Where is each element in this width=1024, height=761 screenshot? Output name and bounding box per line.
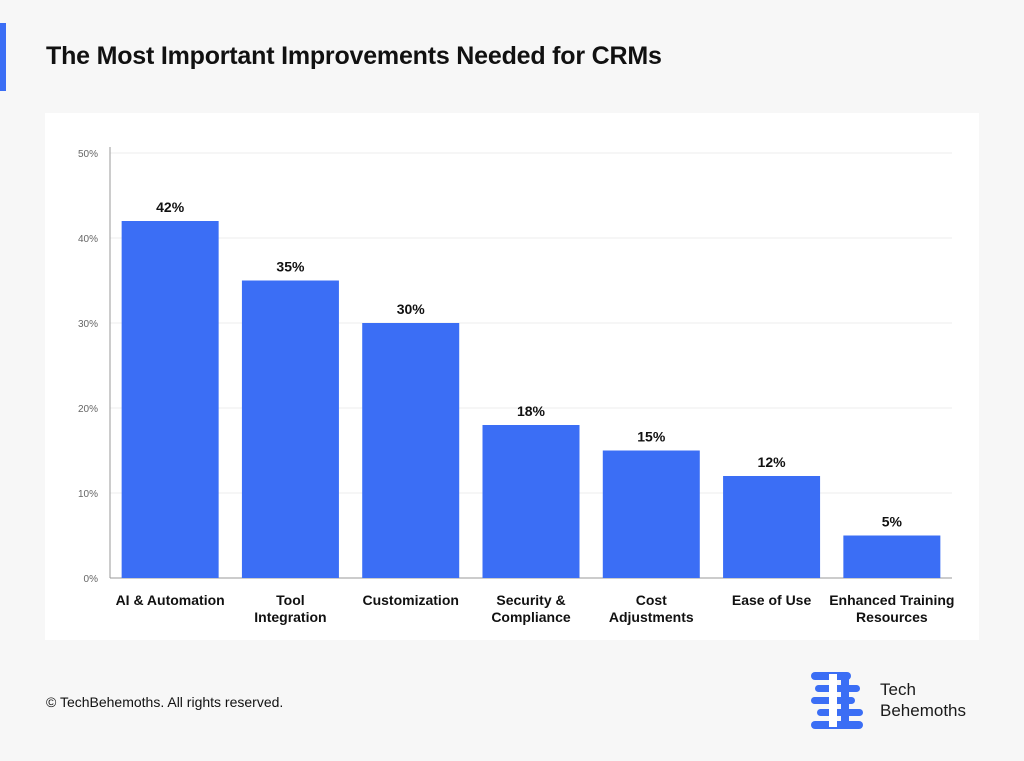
bar	[121, 221, 219, 578]
bar	[362, 323, 460, 578]
brand-name: Tech Behemoths	[880, 679, 966, 721]
y-tick-label: 40%	[78, 234, 98, 245]
data-label: 5%	[882, 514, 903, 530]
x-tick-label: Enhanced Training	[829, 592, 954, 608]
x-tick-label: Integration	[254, 609, 326, 625]
page-title: The Most Important Improvements Needed f…	[46, 42, 662, 70]
brand-name-line2: Behemoths	[880, 701, 966, 720]
x-tick-label: Security &	[496, 592, 565, 608]
bar	[723, 476, 821, 578]
bar	[602, 450, 700, 578]
x-tick-label: AI & Automation	[116, 592, 225, 608]
data-label: 12%	[758, 454, 787, 470]
brand-name-line1: Tech	[880, 680, 916, 699]
bar-chart: 0% 10% 20% 30% 40% 50% 42% AI & Automation 35% To…	[78, 147, 954, 625]
bar	[482, 425, 580, 578]
x-tick-label: Adjustments	[609, 609, 694, 625]
bar	[843, 535, 941, 578]
data-label: 42%	[156, 199, 185, 215]
y-tick-label: 20%	[78, 404, 98, 415]
techbehemoths-logo-icon	[811, 672, 863, 729]
x-tick-label: Customization	[362, 592, 458, 608]
chart-card: 0% 10% 20% 30% 40% 50% 42% AI & Automation 35% To…	[45, 113, 979, 640]
y-tick-label: 10%	[78, 489, 98, 500]
bar	[241, 280, 339, 578]
x-tick-label: Ease of Use	[732, 592, 812, 608]
copyright-text: © TechBehemoths. All rights reserved.	[46, 694, 284, 710]
x-tick-label: Resources	[856, 609, 928, 625]
data-label: 15%	[637, 429, 666, 445]
y-tick-label: 0%	[84, 574, 99, 585]
x-tick-label: Compliance	[491, 609, 571, 625]
title-accent-bar	[0, 23, 6, 91]
y-tick-label: 50%	[78, 149, 98, 160]
data-label: 18%	[517, 403, 546, 419]
y-tick-label: 30%	[78, 319, 98, 330]
data-label: 30%	[397, 301, 426, 317]
data-label: 35%	[276, 259, 305, 275]
x-tick-label: Tool	[276, 592, 305, 608]
x-tick-label: Cost	[636, 592, 667, 608]
